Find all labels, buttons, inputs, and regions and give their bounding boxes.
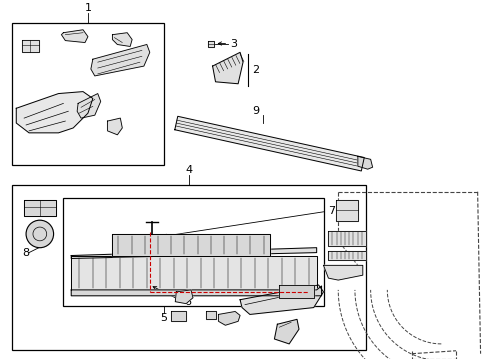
Text: 1: 1 <box>85 3 92 13</box>
Text: 6: 6 <box>184 297 191 307</box>
Polygon shape <box>328 231 365 246</box>
Polygon shape <box>279 285 313 298</box>
Polygon shape <box>218 311 240 325</box>
Text: 5: 5 <box>160 314 167 323</box>
Polygon shape <box>205 311 215 319</box>
Text: 7: 7 <box>328 206 335 216</box>
Text: 3: 3 <box>230 39 237 49</box>
Polygon shape <box>71 256 316 290</box>
Polygon shape <box>107 118 122 135</box>
Polygon shape <box>336 199 357 221</box>
Polygon shape <box>328 251 365 260</box>
Polygon shape <box>240 285 323 314</box>
Text: 9: 9 <box>251 106 259 116</box>
Polygon shape <box>22 40 39 52</box>
Polygon shape <box>61 30 88 42</box>
Text: 8: 8 <box>22 248 30 258</box>
Polygon shape <box>91 45 149 76</box>
Polygon shape <box>323 265 362 280</box>
Polygon shape <box>357 156 372 169</box>
Text: 2: 2 <box>251 65 259 75</box>
Polygon shape <box>171 311 186 321</box>
Polygon shape <box>207 41 213 48</box>
Polygon shape <box>71 248 316 258</box>
Circle shape <box>26 220 54 248</box>
Polygon shape <box>71 286 321 296</box>
Bar <box>63 198 323 306</box>
Polygon shape <box>212 52 243 84</box>
Polygon shape <box>174 116 364 171</box>
Polygon shape <box>16 91 93 133</box>
Bar <box>12 23 164 165</box>
Polygon shape <box>274 319 298 344</box>
Polygon shape <box>77 94 101 118</box>
Polygon shape <box>24 199 56 216</box>
Bar <box>12 185 365 350</box>
Polygon shape <box>175 290 193 303</box>
Polygon shape <box>112 33 132 46</box>
Polygon shape <box>112 234 269 256</box>
Text: 4: 4 <box>185 165 192 175</box>
